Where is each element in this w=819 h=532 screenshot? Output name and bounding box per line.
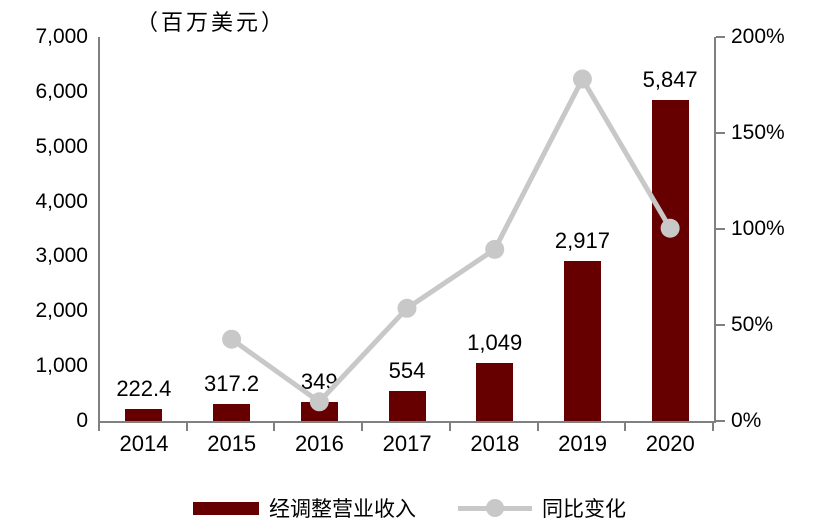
right-axis-tick-label: 150%	[731, 121, 785, 144]
circle-marker-icon	[486, 499, 504, 517]
bar-value-label: 5,847	[642, 67, 698, 93]
x-axis-tick-label: 2019	[558, 431, 608, 456]
right-axis-tick	[716, 36, 725, 38]
x-axis-tick-label: 2016	[294, 431, 344, 456]
line-marker-icon	[458, 499, 532, 517]
yoy-marker	[485, 239, 505, 259]
right-axis-tick-label: 200%	[731, 25, 785, 48]
yoy-line-layer	[222, 69, 680, 412]
legend-item-label: 经调整营业收入	[269, 498, 416, 521]
left-axis-tick-label: 4,000	[35, 189, 88, 213]
x-axis-tick-label: 2017	[382, 431, 432, 456]
bar-value-label: 2,917	[554, 227, 610, 253]
right-axis-tick-label: 100%	[731, 217, 785, 240]
revenue-bar	[213, 403, 251, 421]
right-axis-tick	[716, 132, 725, 134]
legend-item-yoy: 同比变化	[458, 493, 626, 523]
left-axis-tick-label: 1,000	[35, 354, 88, 378]
revenue-bar	[300, 401, 338, 421]
x-axis-tick	[361, 423, 364, 431]
yoy-marker	[222, 329, 242, 349]
x-axis-tick	[185, 423, 188, 431]
revenue-bar	[476, 363, 514, 421]
legend-item-revenue: 经调整营业收入	[193, 493, 416, 523]
right-axis-tick	[716, 324, 725, 326]
bar-value-label: 554	[388, 357, 426, 383]
left-axis-line	[98, 37, 100, 421]
yoy-marker	[397, 298, 417, 318]
revenue-bar	[651, 100, 689, 421]
left-axis-tick-label: 6,000	[35, 79, 88, 103]
x-axis-line	[98, 421, 716, 423]
bar-value-label: 317.2	[204, 370, 260, 396]
yoy-marker	[660, 218, 680, 238]
x-axis-tick	[624, 423, 627, 431]
right-axis-tick-label: 50%	[731, 313, 774, 336]
revenue-bar	[125, 408, 163, 421]
right-axis-tick-label: 0%	[731, 409, 762, 432]
left-axis-tick-label: 5,000	[35, 134, 88, 158]
bar-value-label: 1,049	[467, 330, 523, 356]
yoy-line	[230, 73, 673, 406]
axis-unit-label: （百万美元）	[136, 10, 287, 35]
x-axis-tick-label: 2018	[470, 431, 520, 456]
left-axis-tick-label: 3,000	[35, 244, 88, 268]
x-axis-tick	[536, 423, 539, 431]
right-axis-tick	[716, 228, 725, 230]
x-axis-tick	[98, 423, 100, 431]
left-axis-tick-label: 2,000	[35, 299, 88, 323]
revenue-bar	[563, 260, 601, 421]
left-axis-tick-label: 0	[76, 409, 88, 432]
yoy-marker	[309, 392, 329, 412]
x-axis-tick-label: 2020	[645, 431, 695, 456]
x-axis-tick-label: 2015	[207, 431, 257, 456]
bar-swatch-icon	[193, 501, 259, 515]
x-axis-tick	[448, 423, 451, 431]
x-axis-tick	[712, 423, 714, 431]
legend: 经调整营业收入 同比变化	[0, 492, 819, 524]
left-axis-tick-label: 7,000	[35, 25, 88, 48]
bar-value-label: 222.4	[116, 375, 172, 401]
x-axis-tick-label: 2014	[119, 431, 169, 456]
right-axis-line	[714, 37, 716, 421]
right-axis-tick	[716, 420, 725, 422]
revenue-bar	[388, 390, 426, 421]
x-axis-tick	[273, 423, 276, 431]
yoy-marker	[572, 69, 592, 89]
legend-item-label: 同比变化	[542, 498, 626, 521]
